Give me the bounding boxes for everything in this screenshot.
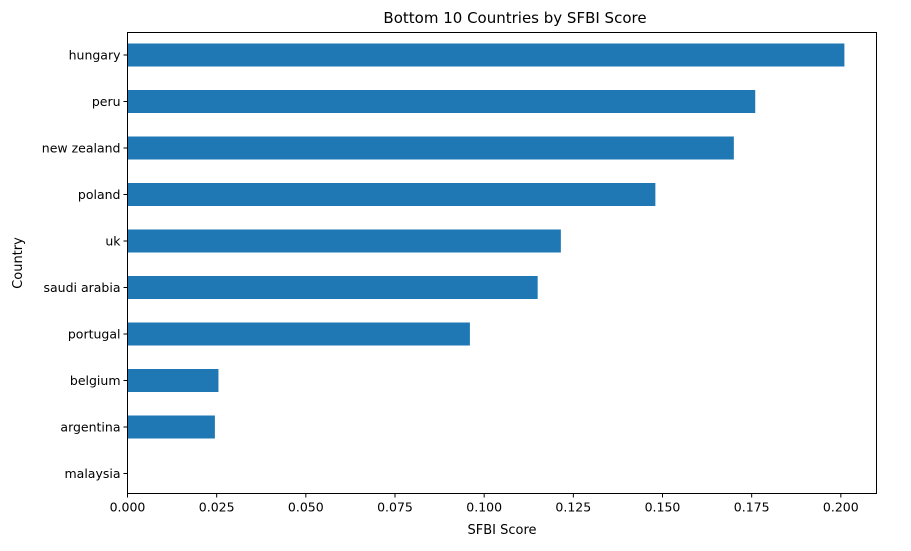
y-tick-label: hungary [69, 48, 122, 63]
bar [127, 43, 845, 67]
y-axis-ticks: hungary peru new zealand poland uk saudi arab… [42, 48, 128, 481]
bar [127, 415, 215, 439]
bar [127, 136, 734, 160]
y-tick-label: portugal [68, 327, 121, 342]
bar [127, 322, 470, 346]
x-tick-label: 0.200 [823, 500, 859, 515]
x-tick-label: 0.050 [288, 500, 324, 515]
x-tick-label: 0.025 [199, 500, 235, 515]
x-axis-label: SFBI Score [467, 523, 536, 538]
y-tick-label: peru [92, 94, 121, 109]
x-axis-ticks: 0.000 0.025 0.050 0.075 0.100 0.125 0.150 0.175… [110, 493, 859, 515]
y-tick-label: new zealand [42, 141, 121, 156]
x-tick-label: 0.150 [645, 500, 681, 515]
chart-title: Bottom 10 Countries by SFBI Score [383, 9, 646, 27]
y-tick-label: saudi arabia [43, 280, 120, 295]
bar [127, 90, 756, 113]
y-tick-label: malaysia [64, 466, 120, 481]
y-axis-label: Country [11, 237, 26, 289]
x-tick-label: 0.125 [555, 500, 591, 515]
y-tick-label: uk [105, 234, 121, 249]
bar [127, 369, 219, 392]
y-tick-label: poland [78, 187, 121, 202]
y-tick-label: belgium [70, 373, 121, 388]
plot-frame [127, 32, 877, 494]
x-tick-label: 0.075 [377, 500, 413, 515]
x-tick-label: 0.175 [734, 500, 770, 515]
bars-layer [127, 43, 845, 439]
y-tick-label: argentina [60, 420, 120, 435]
bar [127, 276, 538, 299]
bar [127, 183, 656, 206]
bar [127, 229, 561, 253]
x-tick-label: 0.000 [110, 500, 146, 515]
x-tick-label: 0.100 [466, 500, 502, 515]
